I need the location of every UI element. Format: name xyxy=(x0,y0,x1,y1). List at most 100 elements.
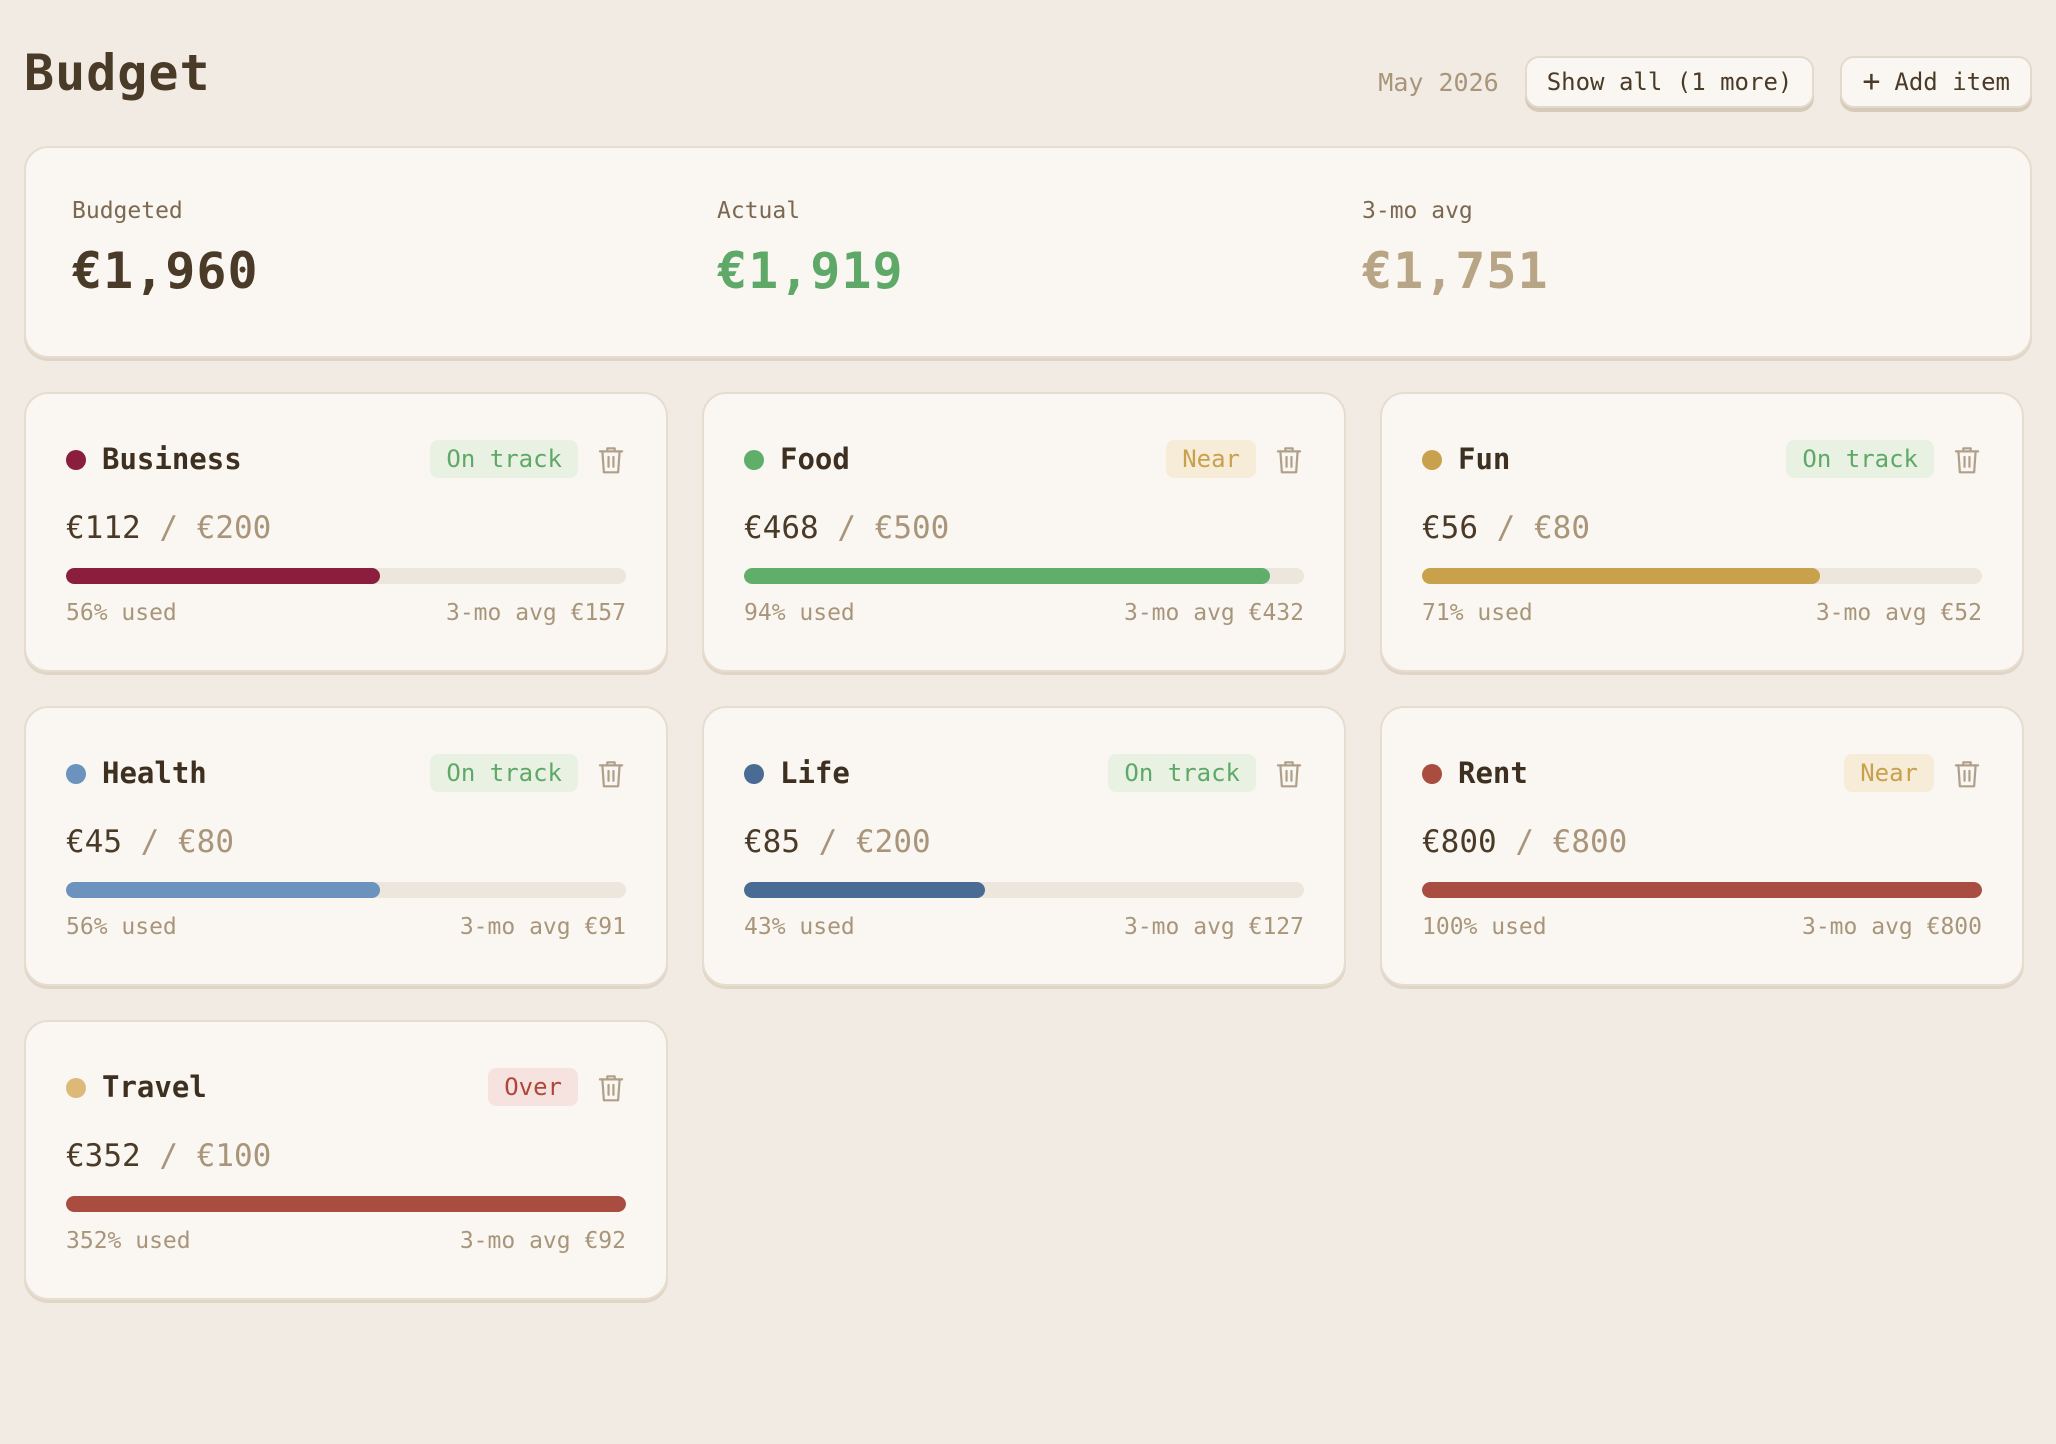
actual-amount: €352 xyxy=(66,1138,141,1174)
progress-fill xyxy=(744,882,985,898)
progress-track xyxy=(1422,882,1982,898)
actual-amount: €56 xyxy=(1422,510,1478,546)
stat-budgeted: Budgeted €1,960 xyxy=(72,198,259,300)
avg-label: 3-mo avg €52 xyxy=(1815,600,1982,626)
trash-icon[interactable] xyxy=(1952,758,1982,790)
progress-fill xyxy=(66,1196,626,1212)
summary-card: Budgeted €1,960 Actual €1,919 3-mo avg €… xyxy=(24,146,2032,358)
amounts: €85 / €200 xyxy=(744,824,931,860)
amount-separator: / xyxy=(1478,510,1534,546)
show-all-button[interactable]: Show all (1 more) xyxy=(1524,56,1815,108)
amounts: €468 / €500 xyxy=(744,510,949,546)
category-card-business[interactable]: Business On track €112 / €200 56% used 3-mo … xyxy=(24,392,668,672)
progress-fill xyxy=(744,568,1271,584)
used-label: 56% used xyxy=(66,914,177,940)
category-name: Business xyxy=(102,442,242,476)
progress-fill xyxy=(1422,882,1982,898)
amounts: €112 / €200 xyxy=(66,510,271,546)
used-label: 352% used xyxy=(66,1228,191,1254)
stat-actual-label: Actual xyxy=(717,198,801,224)
category-name: Fun xyxy=(1458,442,1511,476)
category-name: Travel xyxy=(102,1070,207,1104)
limit-amount: €800 xyxy=(1552,824,1628,860)
add-item-label: Add item xyxy=(1894,68,2010,96)
amounts: €800 / €800 xyxy=(1422,824,1627,860)
stat-budgeted-label: Budgeted xyxy=(72,198,183,224)
amounts: €45 / €80 xyxy=(66,824,234,860)
progress-track xyxy=(66,882,626,898)
status-badge: Near xyxy=(1844,754,1934,792)
avg-label: 3-mo avg €91 xyxy=(459,914,626,940)
limit-amount: €80 xyxy=(1534,510,1590,546)
avg-label: 3-mo avg €800 xyxy=(1801,914,1982,940)
used-label: 43% used xyxy=(744,914,855,940)
card-header: Health On track xyxy=(66,754,626,794)
header: Budget May 2026 Show all (1 more) + Add … xyxy=(24,36,2032,116)
category-card-travel[interactable]: Travel Over €352 / €100 352% used 3-mo avg €… xyxy=(24,1020,668,1300)
avg-label: 3-mo avg €92 xyxy=(459,1228,626,1254)
progress-track xyxy=(1422,568,1982,584)
category-card-food[interactable]: Food Near €468 / €500 94% used 3-mo avg €432 xyxy=(702,392,1346,672)
category-color-dot xyxy=(66,764,86,784)
trash-icon[interactable] xyxy=(596,758,626,790)
amount-separator: / xyxy=(800,824,856,860)
status-badge: On track xyxy=(430,754,578,792)
limit-amount: €200 xyxy=(856,824,931,860)
limit-amount: €200 xyxy=(196,510,272,546)
used-label: 56% used xyxy=(66,600,177,626)
progress-fill xyxy=(1422,568,1820,584)
category-color-dot xyxy=(1422,450,1442,470)
month-label: May 2026 xyxy=(1378,67,1499,97)
trash-icon[interactable] xyxy=(1274,444,1304,476)
progress-fill xyxy=(66,568,380,584)
status-badge: Over xyxy=(488,1068,578,1106)
category-name: Rent xyxy=(1458,756,1528,790)
show-all-label: Show all (1 more) xyxy=(1546,68,1793,96)
category-color-dot xyxy=(744,450,764,470)
add-item-button[interactable]: + Add item xyxy=(1840,56,2032,108)
limit-amount: €80 xyxy=(178,824,234,860)
limit-amount: €500 xyxy=(874,510,950,546)
limit-amount: €100 xyxy=(196,1138,272,1174)
amounts: €56 / €80 xyxy=(1422,510,1590,546)
amount-separator: / xyxy=(140,510,197,546)
category-card-rent[interactable]: Rent Near €800 / €800 100% used 3-mo avg €80… xyxy=(1380,706,2024,986)
used-label: 94% used xyxy=(744,600,855,626)
page-title: Budget xyxy=(24,44,211,102)
status-badge: Near xyxy=(1166,440,1256,478)
category-name: Life xyxy=(780,756,850,790)
trash-icon[interactable] xyxy=(1952,444,1982,476)
status-badge: On track xyxy=(1108,754,1256,792)
amount-separator: / xyxy=(140,1138,197,1174)
avg-label: 3-mo avg €432 xyxy=(1123,600,1304,626)
category-color-dot xyxy=(1422,764,1442,784)
status-badge: On track xyxy=(1786,440,1934,478)
avg-label: 3-mo avg €127 xyxy=(1123,914,1304,940)
progress-track xyxy=(66,1196,626,1212)
used-label: 100% used xyxy=(1422,914,1547,940)
category-color-dot xyxy=(66,450,86,470)
amount-separator: / xyxy=(1496,824,1553,860)
actual-amount: €468 xyxy=(744,510,819,546)
actual-amount: €85 xyxy=(744,824,800,860)
stat-actual-value: €1,919 xyxy=(717,242,904,300)
trash-icon[interactable] xyxy=(596,1072,626,1104)
trash-icon[interactable] xyxy=(1274,758,1304,790)
stat-budgeted-value: €1,960 xyxy=(72,242,259,300)
card-header: Food Near xyxy=(744,440,1304,480)
trash-icon[interactable] xyxy=(596,444,626,476)
progress-track xyxy=(744,882,1304,898)
used-label: 71% used xyxy=(1422,600,1533,626)
category-color-dot xyxy=(66,1078,86,1098)
actual-amount: €45 xyxy=(66,824,122,860)
stat-avg-label: 3-mo avg xyxy=(1362,198,1473,224)
category-card-life[interactable]: Life On track €85 / €200 43% used 3-mo avg €… xyxy=(702,706,1346,986)
card-header: Travel Over xyxy=(66,1068,626,1108)
actual-amount: €800 xyxy=(1422,824,1497,860)
category-card-health[interactable]: Health On track €45 / €80 56% used 3-mo avg … xyxy=(24,706,668,986)
category-card-fun[interactable]: Fun On track €56 / €80 71% used 3-mo avg €52 xyxy=(1380,392,2024,672)
card-header: Business On track xyxy=(66,440,626,480)
card-header: Life On track xyxy=(744,754,1304,794)
amount-separator: / xyxy=(818,510,875,546)
